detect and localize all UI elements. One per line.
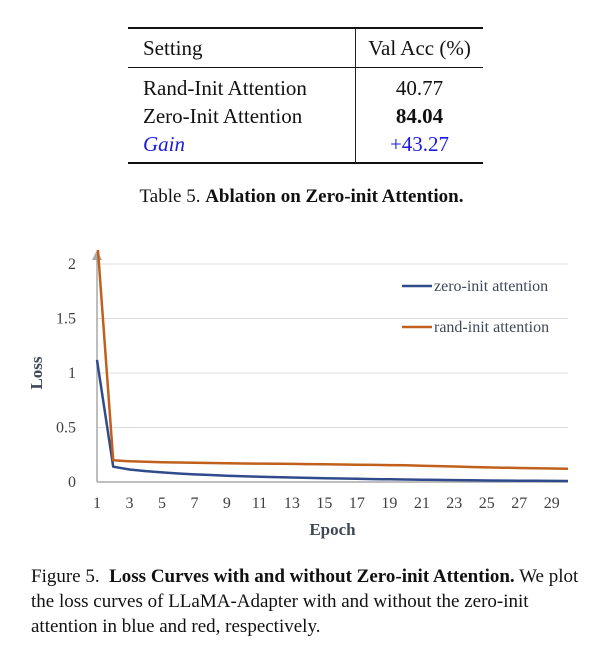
header-val-acc: Val Acc (%) [355, 28, 483, 68]
row-setting: Rand-Init Attention [143, 76, 307, 100]
x-tick-label: 7 [190, 495, 198, 512]
y-tick-label: 2 [68, 256, 76, 273]
legend-label: zero-init attention [434, 278, 548, 295]
figure-caption: Figure 5. Loss Curves with and without Z… [31, 564, 591, 639]
x-tick-label: 29 [544, 495, 560, 512]
loss-chart: 00.511.52 1 3 5 7 9 11 13 15 17 19 21 23 25 27 29 zero… [27, 250, 569, 539]
x-axis-title: Epoch [309, 520, 356, 539]
table-row: Zero-Init Attention 84.04 [128, 102, 483, 130]
y-axis-title: Loss [27, 356, 46, 389]
figure-caption-prefix: Figure 5. [31, 566, 100, 587]
figure-caption-text: We plot the loss curves of LLaMA-Adapter… [31, 566, 579, 637]
x-tick-label: 15 [316, 495, 332, 512]
y-tick-label: 0 [68, 474, 76, 491]
ablation-table: Setting Val Acc (%) Rand-Init Attention … [128, 27, 483, 164]
y-tick-label: 1.5 [56, 311, 76, 328]
series-line-rand-init [96, 250, 569, 470]
x-tick-label: 17 [349, 495, 365, 512]
x-tick-label: 13 [284, 495, 300, 512]
row-value: 40.77 [355, 67, 483, 102]
x-tick-label: 5 [158, 495, 166, 512]
row-value: 84.04 [355, 102, 483, 130]
figure-caption-title: Loss Curves with and without Zero-init A… [109, 566, 515, 587]
table-caption-prefix: Table 5. [139, 186, 201, 207]
y-tick-label: 0.5 [56, 420, 76, 437]
series-lines [95, 250, 569, 483]
table-row: Gain +43.27 [128, 130, 483, 163]
y-tick-label: 1 [68, 365, 76, 382]
x-tick-label: 25 [479, 495, 495, 512]
y-tick-labels: 0 0.5 1 1.5 2 [56, 256, 76, 491]
ablation-table-container: Setting Val Acc (%) Rand-Init Attention … [128, 27, 483, 164]
x-tick-label: 21 [414, 495, 430, 512]
x-tick-label: 1 [93, 495, 101, 512]
x-tick-label: 23 [446, 495, 462, 512]
x-tick-label: 19 [381, 495, 397, 512]
row-setting: Zero-Init Attention [143, 104, 303, 128]
x-tick-label: 3 [125, 495, 133, 512]
table-caption-title: Ablation on Zero-init Attention. [205, 186, 464, 207]
table-row: Rand-Init Attention 40.77 [128, 67, 483, 102]
legend: zero-init attention rand-init attention [402, 278, 549, 336]
x-tick-labels: 1 3 5 7 9 11 13 15 17 19 21 23 25 27 29 [93, 495, 560, 512]
grid-lines [97, 263, 568, 428]
table-caption: Table 5. Ablation on Zero-init Attention… [0, 186, 603, 208]
table-header-row: Setting Val Acc (%) [128, 28, 483, 68]
x-tick-label: 9 [223, 495, 231, 512]
gain-label: Gain [143, 132, 185, 156]
header-setting: Setting [143, 36, 203, 60]
legend-label: rand-init attention [434, 319, 549, 336]
x-tick-label: 27 [511, 495, 527, 512]
gain-value: +43.27 [355, 130, 483, 163]
series-line-zero-init [95, 359, 569, 483]
x-tick-label: 11 [252, 495, 267, 512]
